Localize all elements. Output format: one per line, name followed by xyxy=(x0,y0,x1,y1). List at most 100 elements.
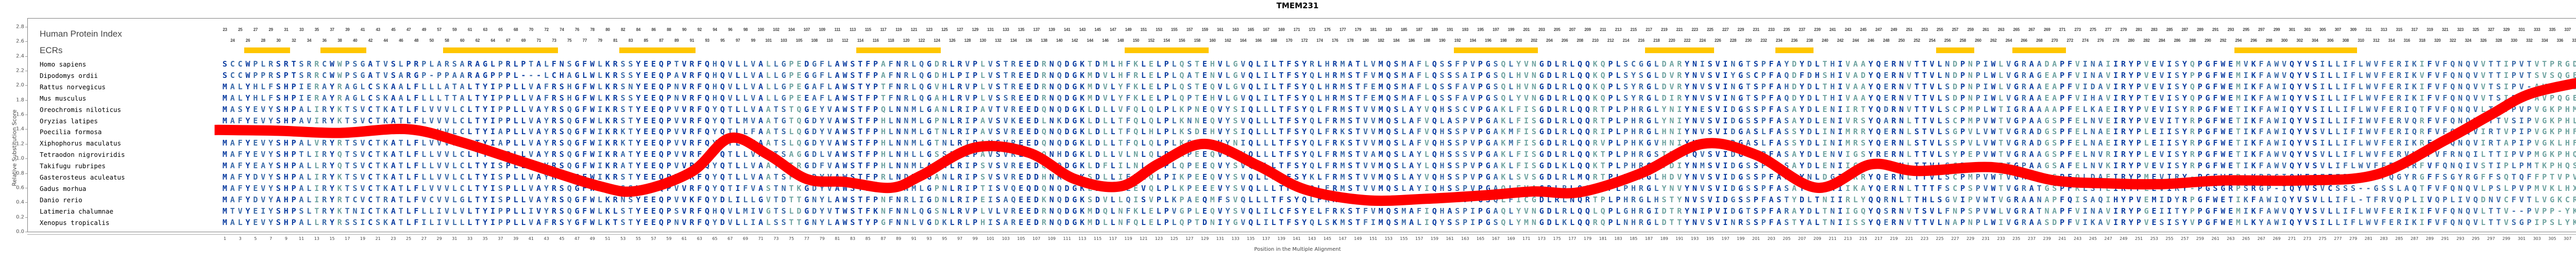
protein-index-number: 322 xyxy=(2449,38,2456,43)
x-tick-label: 231 xyxy=(1981,236,1990,241)
protein-index-number: 42 xyxy=(368,38,373,43)
x-tick-label: 221 xyxy=(1905,236,1913,241)
x-tick-label: 133 xyxy=(1231,236,1240,241)
protein-index-number: 105 xyxy=(795,38,803,43)
x-tick-label: 71 xyxy=(758,236,764,241)
protein-index-number: 124 xyxy=(934,38,940,43)
y-tick-label: 1.4 xyxy=(16,126,24,132)
x-tick-label: 115 xyxy=(1093,236,1102,241)
protein-index-number: 44 xyxy=(383,38,388,43)
x-tick-label: 237 xyxy=(2027,236,2036,241)
protein-index-number: 232 xyxy=(1760,38,1767,43)
x-tick-label: 283 xyxy=(2380,236,2388,241)
protein-index-number: 37 xyxy=(330,27,334,32)
protein-index-number: 206 xyxy=(1561,38,1568,43)
protein-index-number: 254 xyxy=(1929,38,1936,43)
x-tick-label: 25 xyxy=(406,236,412,241)
protein-index-number: 112 xyxy=(842,38,849,43)
protein-index-number: 262 xyxy=(1990,38,1997,43)
x-tick-label: 39 xyxy=(513,236,519,241)
protein-index-number: 238 xyxy=(1806,38,1813,43)
protein-index-number: 203 xyxy=(1538,27,1545,32)
protein-index-number: 320 xyxy=(2434,38,2441,43)
x-tick-label: 47 xyxy=(574,236,580,241)
protein-index-number: 259 xyxy=(1967,27,1974,32)
x-tick-label: 233 xyxy=(1997,236,2005,241)
protein-index-number: 207 xyxy=(1569,27,1576,32)
species-name: Gadus morhua xyxy=(40,184,87,192)
protein-index-number: 79 xyxy=(598,38,602,43)
protein-index-number: 57 xyxy=(437,27,442,32)
x-tick-label: 21 xyxy=(375,236,381,241)
species-name: Oreochromis niloticus xyxy=(40,105,122,114)
protein-index-number: 134 xyxy=(1010,38,1017,43)
protein-index-number: 64 xyxy=(490,38,495,43)
protein-index-number: 271 xyxy=(2059,27,2066,32)
protein-index-number: 216 xyxy=(1638,38,1645,43)
protein-index-number: 294 xyxy=(2235,38,2242,43)
protein-index-number: 107 xyxy=(803,27,810,32)
protein-index-number: 264 xyxy=(2005,38,2012,43)
species-name: Oryzias latipes xyxy=(40,117,98,125)
ecr-bar xyxy=(619,47,696,53)
protein-index-number: 156 xyxy=(1178,38,1185,43)
protein-index-number: 137 xyxy=(1033,27,1040,32)
protein-index-number: 337 xyxy=(2564,27,2571,32)
x-tick-label: 131 xyxy=(1216,236,1224,241)
protein-index-number: 99 xyxy=(751,38,756,43)
x-tick-label: 215 xyxy=(1859,236,1868,241)
protein-index-number: 160 xyxy=(1209,38,1216,43)
protein-index-number: 164 xyxy=(1240,38,1247,43)
protein-index-number: 159 xyxy=(1201,27,1208,32)
protein-index-number: 49 xyxy=(421,27,427,32)
protein-index-number: 208 xyxy=(1577,38,1583,43)
y-tick-label: 1.0 xyxy=(16,155,24,162)
protein-index-number: 145 xyxy=(1094,27,1101,32)
x-tick-label: 93 xyxy=(926,236,932,241)
y-tick-label: 1.8 xyxy=(16,97,24,103)
protein-index-number: 282 xyxy=(2143,38,2150,43)
x-tick-label: 247 xyxy=(2104,236,2112,241)
protein-index-number: 50 xyxy=(429,38,434,43)
protein-index-number: 158 xyxy=(1194,38,1200,43)
protein-index-number: 245 xyxy=(1860,27,1867,32)
protein-index-number: 191 xyxy=(1446,27,1453,32)
protein-index-number: 300 xyxy=(2281,38,2288,43)
protein-index-number: 62 xyxy=(475,38,480,43)
protein-index-number: 186 xyxy=(1408,38,1415,43)
x-tick-label: 193 xyxy=(1690,236,1699,241)
x-tick-label: 107 xyxy=(1032,236,1041,241)
protein-index-number: 185 xyxy=(1400,27,1408,32)
protein-index-number: 146 xyxy=(1102,38,1109,43)
x-tick-label: 239 xyxy=(2043,236,2051,241)
x-tick-label: 85 xyxy=(865,236,871,241)
protein-index-number: 78 xyxy=(590,27,595,32)
protein-index-number: 269 xyxy=(2043,27,2050,32)
protein-index-number: 130 xyxy=(979,38,986,43)
protein-index-number: 333 xyxy=(2533,27,2540,32)
protein-index-number: 261 xyxy=(1982,27,1989,32)
protein-index-number: 284 xyxy=(2158,38,2165,43)
protein-index-number: 91 xyxy=(689,38,694,43)
x-tick-label: 245 xyxy=(2089,236,2097,241)
species-name: Xiphophorus maculatus xyxy=(40,139,122,148)
protein-index-number: 228 xyxy=(1730,38,1737,43)
protein-index-number: 117 xyxy=(880,27,887,32)
protein-index-number: 201 xyxy=(1523,27,1530,32)
protein-index-number: 25 xyxy=(238,27,243,32)
protein-index-number: 153 xyxy=(1156,27,1162,32)
protein-index-number: 101 xyxy=(765,38,772,43)
x-tick-label: 43 xyxy=(544,236,549,241)
protein-index-number: 314 xyxy=(2388,38,2395,43)
protein-index-number: 309 xyxy=(2350,27,2357,32)
x-axis-line xyxy=(27,234,2576,235)
x-tick-label: 199 xyxy=(1737,236,1745,241)
x-tick-label: 147 xyxy=(1338,236,1347,241)
protein-index-number: 247 xyxy=(1875,27,1882,32)
protein-index-number: 179 xyxy=(1354,27,1362,32)
protein-index-number: 129 xyxy=(972,27,979,32)
protein-index-number: 231 xyxy=(1753,27,1759,32)
x-tick-label: 167 xyxy=(1492,236,1500,241)
